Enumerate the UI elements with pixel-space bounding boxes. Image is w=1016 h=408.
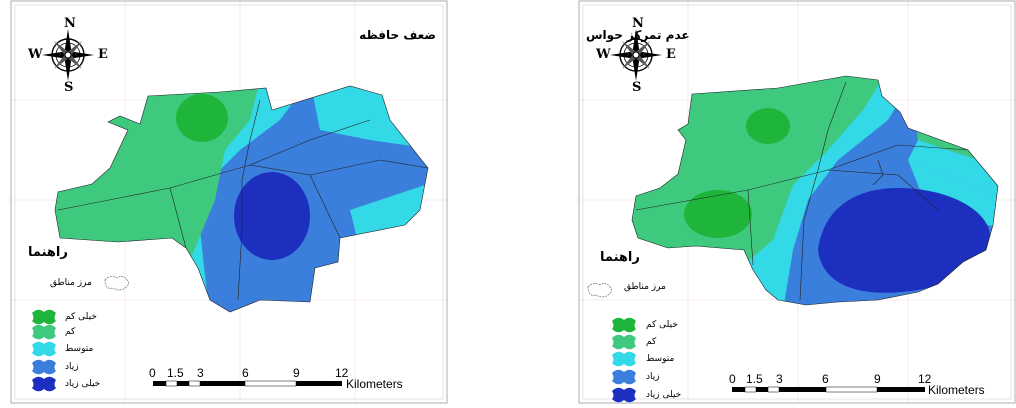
legend-title: راهنما	[600, 250, 640, 265]
scale-tick-label: 12	[918, 372, 932, 386]
map-canvas	[578, 0, 1016, 404]
map-frame	[578, 0, 1016, 404]
scale-tick-label: 12	[335, 366, 349, 380]
legend-item-label: خیلی کم	[65, 312, 97, 322]
legend-item-label: کم	[65, 327, 76, 337]
compass-east: E	[666, 47, 676, 62]
legend-item-label: خیلی زیاد	[646, 390, 682, 400]
legend-item-label: کم	[646, 337, 657, 347]
compass-west: W	[28, 47, 43, 62]
legend-item-label: متوسط	[646, 354, 675, 364]
map-canvas	[10, 0, 448, 404]
compass-rose	[42, 29, 94, 81]
compass-west: W	[596, 47, 611, 62]
scale-unit-label: Kilometers	[928, 383, 985, 397]
legend-symbols	[612, 317, 636, 403]
map-panel-attention: عدم تمرکز حواس N S E W راهنما مرز مناطق …	[578, 0, 1016, 408]
boundary-legend-symbol	[587, 283, 612, 298]
compass-north: N	[632, 16, 644, 31]
scale-tick-label: 1.5	[167, 366, 184, 380]
legend-item-label: متوسط	[65, 344, 94, 354]
legend-symbols	[32, 309, 56, 392]
compass-north: N	[64, 16, 76, 31]
map-frame	[10, 0, 448, 404]
legend-item-label: زیاد	[65, 362, 79, 372]
region-boundaries	[631, 75, 999, 306]
legend-item-label: زیاد	[646, 372, 660, 382]
scale-bar	[732, 386, 925, 393]
map-title: عدم تمرکز حواس	[586, 28, 690, 42]
scale-bar	[153, 380, 342, 387]
legend-item-label: خیلی کم	[646, 320, 678, 330]
compass-rose	[610, 29, 662, 81]
scale-unit-label: Kilometers	[346, 377, 403, 391]
scale-tick-label: 6	[242, 366, 249, 380]
scale-tick-label: 3	[197, 366, 204, 380]
density-zones	[632, 76, 998, 305]
scale-tick-label: 9	[874, 372, 881, 386]
legend-item-label: خیلی زیاد	[65, 379, 101, 389]
boundary-legend-symbol	[104, 276, 129, 291]
legend-title: راهنما	[28, 245, 68, 260]
legend-boundary-label: مرز مناطق	[50, 278, 92, 288]
map-title: ضعف حافظه	[359, 28, 436, 42]
compass-south: S	[632, 80, 642, 95]
compass-south: S	[64, 80, 74, 95]
scale-tick-label: 1.5	[746, 372, 763, 386]
scale-tick-label: 6	[822, 372, 829, 386]
compass-east: E	[98, 47, 108, 62]
scale-tick-label: 0	[729, 372, 736, 386]
scale-tick-label: 9	[293, 366, 300, 380]
legend-boundary-label: مرز مناطق	[624, 282, 666, 292]
scale-tick-label: 3	[776, 372, 783, 386]
map-panel-memory: ضعف حافظه N S E W راهنما مرز مناطق خیلی …	[10, 0, 448, 408]
scale-tick-label: 0	[149, 366, 156, 380]
region-boundaries	[54, 85, 429, 313]
